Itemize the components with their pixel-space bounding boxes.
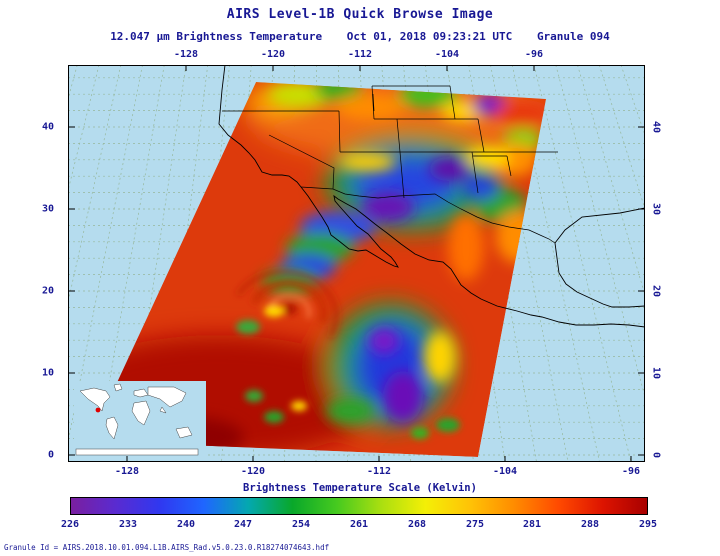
lon-tick-top-2: -112 [347,49,373,60]
colorbar-tick-6: 268 [407,519,427,530]
lon-tick-top-3: -104 [434,49,460,60]
map-plot [68,65,645,462]
granule-id-text: Granule Id = AIRS.2018.10.01.094.L1B.AIR… [4,543,330,552]
colorbar-tick-3: 247 [233,519,253,530]
colorbar-tick-7: 275 [465,519,485,530]
lon-tick-top-1: -120 [260,49,286,60]
lon-tick-bottom-3: -104 [492,466,518,477]
colorbar-tick-10: 295 [638,519,658,530]
lat-tick-left-2: 20 [41,285,54,297]
subtitle-datetime: Oct 01, 2018 09:23:21 UTC [346,30,513,43]
granule-location-marker [95,407,101,413]
colorbar-tick-1: 233 [118,519,138,530]
coastlines [218,65,645,328]
colorbar-tick-5: 261 [349,519,369,530]
lon-tick-top-0: -128 [173,49,199,60]
page-title: AIRS Level-1B Quick Browse Image [226,7,494,22]
lon-tick-top-4: -96 [524,49,544,60]
colorbar-tick-0: 226 [60,519,80,530]
lat-tick-right-4: 0 [650,451,662,459]
lat-tick-right-3: 10 [650,366,662,380]
colorbar-label: Brightness Temperature Scale (Kelvin) [243,482,477,494]
storm-swirl [235,268,460,439]
colorbar-tick-9: 288 [580,519,600,530]
lat-tick-right-1: 30 [650,202,662,216]
lon-tick-bottom-4: -96 [621,466,641,477]
subtitle: 12.047 µm Brightness Temperature Oct 01,… [0,30,720,43]
colorbar-gradient [70,497,648,515]
lon-tick-bottom-0: -128 [114,466,140,477]
lon-tick-bottom-1: -120 [240,466,266,477]
lat-tick-right-2: 20 [650,284,662,298]
inset-world-map [74,381,206,461]
colorbar-tick-2: 240 [176,519,196,530]
subtitle-granule: Granule 094 [536,30,610,43]
subtitle-wavelength: 12.047 µm Brightness Temperature [110,30,323,43]
lat-tick-left-1: 30 [41,203,54,215]
colorbar-tick-8: 281 [522,519,542,530]
lat-tick-left-4: 0 [47,449,54,461]
plot-frame [68,65,645,462]
colorbar-tick-4: 254 [291,519,311,530]
lat-tick-right-0: 40 [650,120,662,134]
lat-tick-left-0: 40 [41,121,54,133]
lat-tick-left-3: 10 [41,367,54,379]
lon-tick-bottom-2: -112 [366,466,392,477]
